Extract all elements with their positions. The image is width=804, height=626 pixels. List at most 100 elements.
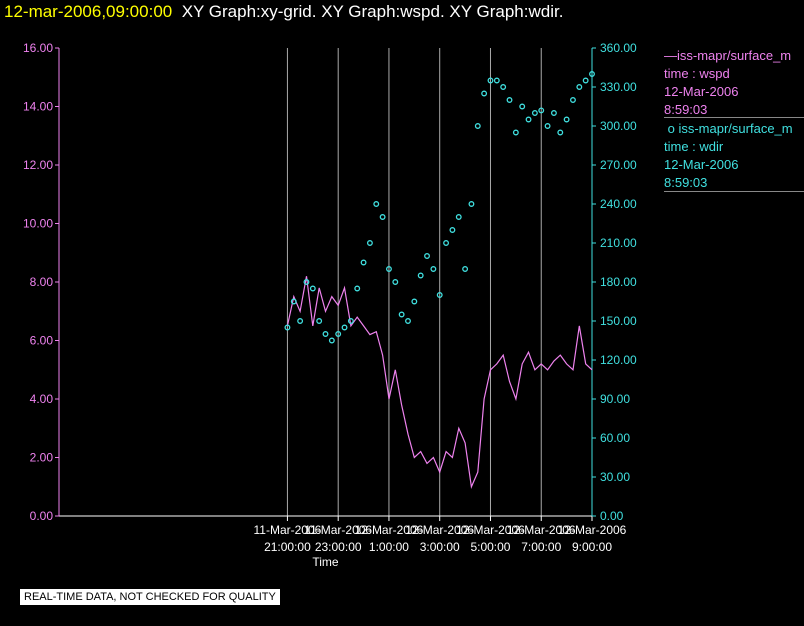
series-wdir-point <box>360 259 367 266</box>
series-wdir-point <box>430 266 437 272</box>
series-wdir-point <box>443 240 450 246</box>
series-wdir-point <box>366 240 373 246</box>
x-tick-label: 3:00:00 <box>420 540 460 554</box>
x-tick-label: 7:00:00 <box>521 540 561 554</box>
series-wdir-point <box>398 311 405 318</box>
legend-time-wspd: 8:59:03 <box>664 102 708 117</box>
right-tick-label: 90.00 <box>600 392 630 406</box>
title-bar: 12-mar-2006,09:00:00 XY Graph:xy-grid. X… <box>4 2 563 22</box>
series-wdir-point <box>411 298 418 305</box>
x-tick-label: 11-Mar-2006 <box>304 523 372 537</box>
series-wdir-point <box>589 71 595 77</box>
left-tick-label: 6.00 <box>30 334 54 348</box>
x-tick-label: 23:00:00 <box>315 540 362 554</box>
series-wdir-point <box>468 201 475 207</box>
series-wdir-point <box>424 253 430 259</box>
left-tick-label: 10.00 <box>23 217 53 231</box>
x-tick-label: 11-Mar-2006 <box>254 523 322 537</box>
series-wdir-point <box>303 279 310 285</box>
series-wdir-point <box>309 285 316 292</box>
x-tick-label: 12-Mar-2006 <box>355 523 424 537</box>
series-wdir-point <box>405 318 411 324</box>
series-wdir-point <box>328 337 335 344</box>
series-wdir-point <box>284 324 291 331</box>
series-wdir-point <box>550 110 557 116</box>
x-tick-label: 9:00:00 <box>572 540 612 554</box>
right-tick-label: 120.00 <box>600 353 637 367</box>
legend-date-wdir: 12-Mar-2006 <box>664 157 739 172</box>
series-wdir-point <box>506 97 513 103</box>
series-wdir-point <box>322 331 329 337</box>
left-tick-label: 4.00 <box>30 392 54 406</box>
legend-date-wspd: 12-Mar-2006 <box>664 84 739 99</box>
x-tick-label: 12-Mar-2006 <box>558 523 627 537</box>
series-wdir-point <box>538 107 545 114</box>
right-tick-label: 240.00 <box>600 197 637 211</box>
legend-divider <box>664 191 804 192</box>
right-tick-label: 300.00 <box>600 119 637 133</box>
legend-series-wspd: —iss-mapr/surface_m <box>664 48 792 63</box>
left-tick-label: 14.00 <box>23 100 53 114</box>
series-wdir-point <box>474 123 481 129</box>
quality-note: REAL-TIME DATA, NOT CHECKED FOR QUALITY <box>20 589 280 605</box>
series-wdir-point <box>392 279 399 285</box>
x-axis-label: Time <box>312 555 339 569</box>
title-graphs: XY Graph:xy-grid. XY Graph:wspd. XY Grap… <box>181 2 564 21</box>
x-tick-label: 12-Mar-2006 <box>456 523 525 537</box>
series-wdir-point <box>557 129 564 136</box>
series-wdir-point <box>436 292 443 298</box>
series-wdir-point <box>500 84 507 90</box>
series-wdir-point <box>563 116 570 123</box>
series-wdir-point <box>512 129 519 136</box>
right-tick-label: 360.00 <box>600 41 637 55</box>
title-date: 12-mar-2006,09:00:00 <box>4 2 173 21</box>
series-wdir-point <box>341 324 348 331</box>
left-tick-label: 16.00 <box>23 41 53 55</box>
series-wdir-point <box>354 285 361 292</box>
x-tick-label: 12-Mar-2006 <box>405 523 474 537</box>
series-wdir-point <box>493 77 500 84</box>
right-tick-label: 30.00 <box>600 470 630 484</box>
right-tick-label: 180.00 <box>600 275 637 289</box>
series-wdir-point <box>290 298 297 305</box>
left-tick-label: 12.00 <box>23 158 53 172</box>
legend-line-wdir: time : wdir <box>664 139 724 154</box>
legend-series-wdir: o iss-mapr/surface_m <box>664 121 793 136</box>
series-wdir-point <box>316 318 323 324</box>
series-wdir-point <box>455 214 462 220</box>
left-tick-label: 0.00 <box>30 509 54 523</box>
right-tick-label: 150.00 <box>600 314 637 328</box>
x-tick-label: 5:00:00 <box>470 540 510 554</box>
legend-time-wdir: 8:59:03 <box>664 175 708 190</box>
right-tick-label: 270.00 <box>600 158 637 172</box>
x-tick-label: 1:00:00 <box>369 540 409 554</box>
series-wdir-point <box>462 266 469 272</box>
right-tick-label: 0.00 <box>600 509 624 523</box>
series-wdir-point <box>525 116 532 123</box>
series-wdir-point <box>544 123 551 129</box>
x-tick-label: 12-Mar-2006 <box>507 523 576 537</box>
series-wdir-point <box>576 84 583 90</box>
left-tick-label: 8.00 <box>30 275 54 289</box>
legend-divider <box>664 117 804 118</box>
series-wdir-point <box>582 77 589 84</box>
x-tick-label: 21:00:00 <box>264 540 311 554</box>
series-wdir-point <box>373 201 380 207</box>
legend-entry-wdir: o iss-mapr/surface_m time : wdir 12-Mar-… <box>664 120 804 192</box>
series-wdir-point <box>297 318 304 324</box>
right-tick-label: 330.00 <box>600 80 637 94</box>
series-wdir-point <box>481 90 488 97</box>
series-wdir-point <box>417 272 424 279</box>
left-tick-label: 2.00 <box>30 451 54 465</box>
series-wdir-point <box>570 97 576 103</box>
legend-line-wspd: time : wspd <box>664 66 730 81</box>
legend-entry-wspd: —iss-mapr/surface_m time : wspd 12-Mar-2… <box>664 47 804 119</box>
series-wdir-point <box>531 110 538 116</box>
series-wdir-point <box>386 266 392 272</box>
series-wspd-line <box>286 276 593 489</box>
right-tick-label: 60.00 <box>600 431 630 445</box>
right-tick-label: 210.00 <box>600 236 637 250</box>
series-wdir-point <box>487 77 494 84</box>
series-wdir-point <box>335 331 342 337</box>
